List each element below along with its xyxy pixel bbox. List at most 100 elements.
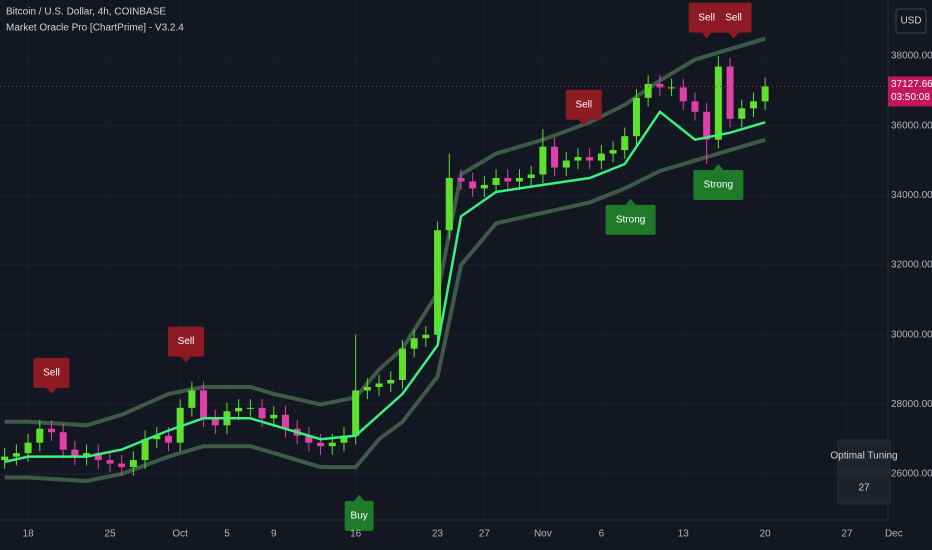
x-tick-label: 18 <box>23 529 35 540</box>
candle-body <box>445 177 453 231</box>
candle-body <box>422 334 430 339</box>
candle-body <box>515 177 523 182</box>
candle-body <box>375 383 383 387</box>
candle-body <box>258 407 266 419</box>
last-price-tag <box>888 76 932 107</box>
candle-body <box>597 153 605 161</box>
x-tick-label: 6 <box>599 529 605 540</box>
y-tick-label: 36000.00 <box>891 120 932 131</box>
candle-body <box>59 432 67 450</box>
candle-body <box>714 66 722 140</box>
signal-label: Strong <box>704 180 733 191</box>
signal-label: Sell <box>725 12 742 23</box>
x-tick-label: Oct <box>172 529 188 540</box>
signal-box <box>565 89 602 120</box>
y-tick-label: 26000.00 <box>891 469 932 480</box>
candle-body <box>738 108 746 119</box>
y-tick-label: 30000.00 <box>891 329 932 340</box>
signal-label: Sell <box>698 12 715 23</box>
candle-body <box>363 386 371 391</box>
candle-body <box>153 435 161 440</box>
candle-body <box>36 428 44 443</box>
x-tick-label: 23 <box>432 529 444 540</box>
x-tick-label: 27 <box>479 529 491 540</box>
chart-title: Bitcoin / U.S. Dollar, 4h, COINBASE <box>6 7 166 18</box>
signal-arrow <box>181 356 192 363</box>
candle-body <box>457 177 465 182</box>
x-tick-label: Dec <box>885 529 903 540</box>
candle-body <box>94 453 102 461</box>
signal-box <box>344 500 374 531</box>
signal-label: Sell <box>575 99 592 110</box>
signal-arrow <box>701 32 712 39</box>
candle-body <box>129 460 137 468</box>
countdown-label: 03:50:08 <box>891 92 930 103</box>
candle-body <box>328 442 336 447</box>
candle-body <box>188 390 196 408</box>
x-tick-label: 9 <box>271 529 277 540</box>
signal-arrow <box>46 387 57 394</box>
signal-label: Sell <box>43 368 60 379</box>
y-tick-label: 28000.00 <box>891 399 932 410</box>
candle-body <box>12 453 20 457</box>
candle-body <box>668 87 676 89</box>
signal-arrow <box>354 494 365 501</box>
candle-body <box>71 449 79 457</box>
candle-body <box>270 414 278 419</box>
candle-body <box>164 435 172 443</box>
candle-body <box>539 146 547 175</box>
y-tick-label: 38000.00 <box>891 51 932 62</box>
x-tick-label: 13 <box>678 529 690 540</box>
signal-arrow <box>728 32 739 39</box>
signal-box <box>168 326 205 357</box>
x-tick-label: 25 <box>104 529 116 540</box>
candle-body <box>410 338 418 349</box>
candle-body <box>235 407 243 412</box>
candle-body <box>749 101 757 109</box>
y-tick-label: 32000.00 <box>891 260 932 271</box>
signal-box <box>605 204 656 235</box>
candle-body <box>24 442 32 454</box>
candle-body <box>305 435 313 443</box>
candle-body <box>398 348 406 380</box>
candle-body <box>621 136 629 151</box>
candle-body <box>586 157 594 161</box>
candle-body <box>703 111 711 140</box>
candle-body <box>761 86 769 102</box>
candle-body <box>246 407 254 409</box>
candle-body <box>118 463 126 468</box>
currency-label[interactable]: USD <box>900 16 921 27</box>
candle-body <box>644 83 652 98</box>
x-tick-label: 27 <box>841 529 853 540</box>
candle-body <box>83 453 91 457</box>
candle-body <box>551 146 559 168</box>
candle-body <box>726 66 734 119</box>
signal-arrow <box>625 198 636 205</box>
signal-box <box>693 170 744 201</box>
candle-body <box>317 442 325 447</box>
candle-body <box>574 157 582 161</box>
signal-arrow <box>578 119 589 126</box>
candle-body <box>480 184 488 189</box>
signal-box <box>33 357 70 388</box>
plot-area: Sell Sell Buy Sell Strong Sell Sell Strong <box>0 2 888 531</box>
signal-label: Buy <box>351 511 368 522</box>
candle-body <box>47 428 55 433</box>
candle-body <box>691 101 699 112</box>
candle-body <box>527 174 535 178</box>
candle-body <box>632 97 640 137</box>
last-price-label: 37127.66 <box>891 79 932 90</box>
currency-button[interactable] <box>895 8 927 34</box>
candle-body <box>106 460 114 464</box>
y-tick-label: 34000.00 <box>891 190 932 201</box>
tuning-value: 27 <box>858 483 870 494</box>
x-tick-label: Nov <box>534 529 552 540</box>
candle-body <box>1 456 9 461</box>
tuning-title: Optimal Tuning <box>830 451 897 462</box>
moving-average <box>4 109 766 464</box>
signal-label: Sell <box>178 336 195 347</box>
candle-body <box>281 414 289 429</box>
candle-body <box>504 177 512 182</box>
candle-body <box>609 150 617 154</box>
